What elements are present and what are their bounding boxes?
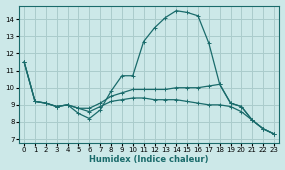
X-axis label: Humidex (Indice chaleur): Humidex (Indice chaleur) — [89, 155, 209, 164]
